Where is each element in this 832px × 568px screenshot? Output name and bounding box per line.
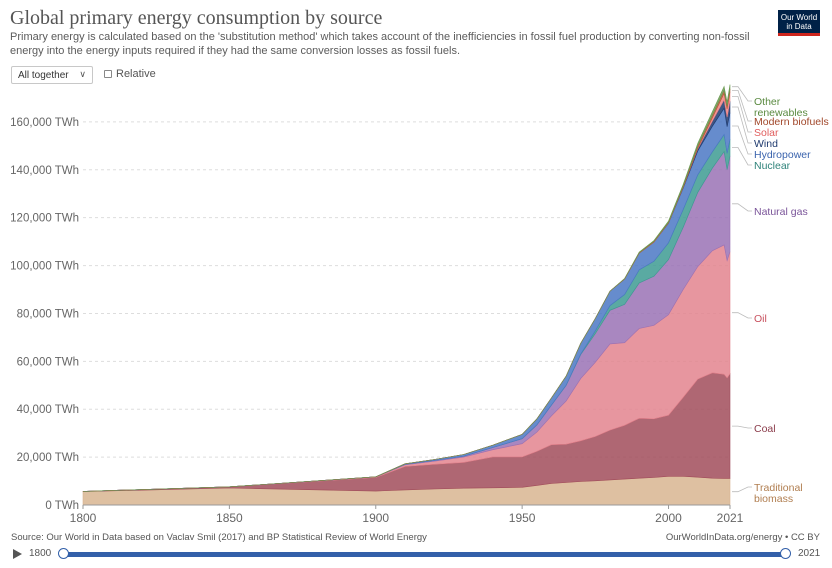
chart-title: Global primary energy consumption by sou… <box>10 7 383 29</box>
legend-connector <box>732 203 752 212</box>
stacked-area-chart: 0 TWh 20,000 TWh 40,000 TWh 60,000 TWh 80,00… <box>10 84 829 525</box>
legend-connector <box>732 312 752 319</box>
timeline-track[interactable] <box>63 552 785 557</box>
y-tick-label: 120,000 TWh <box>10 213 79 225</box>
legend-label-other-renewables: Other renewables <box>754 96 808 119</box>
y-tick-label: 40,000 TWh <box>17 404 79 416</box>
legend-label-nuclear: Nuclear <box>754 160 791 172</box>
timeline-end-handle[interactable] <box>780 548 791 559</box>
license-link[interactable]: OurWorldInData.org/energy • CC BY <box>665 532 820 543</box>
legend-connector <box>732 125 752 155</box>
x-tick-label: 1950 <box>509 511 536 525</box>
y-tick-label: 0 TWh <box>45 500 79 512</box>
legend-label-wind: Wind <box>754 138 778 150</box>
y-tick-label: 160,000 TWh <box>10 117 79 129</box>
play-icon[interactable] <box>13 549 22 559</box>
timeline-end-label: 2021 <box>798 548 821 559</box>
logo-line-1: Our World <box>780 13 818 22</box>
x-tick-label: 1800 <box>70 511 97 525</box>
timeline-start-label: 1800 <box>29 548 52 559</box>
y-tick-label: 140,000 TWh <box>10 165 79 177</box>
y-tick-label: 80,000 TWh <box>17 308 79 320</box>
x-tick-label: 1850 <box>216 511 243 525</box>
legend-label-natural-gas: Natural gas <box>754 206 808 218</box>
relative-checkbox[interactable] <box>104 70 112 78</box>
legend-label-modern-biofuels: Modern biofuels <box>754 116 829 128</box>
legend-connector <box>732 90 752 122</box>
legend-label-hydropower: Hydropower <box>754 149 811 161</box>
x-tick-label: 2000 <box>655 511 682 525</box>
legend-connector <box>732 96 752 133</box>
stack-mode-select[interactable]: All together ∨ <box>11 66 93 84</box>
x-tick-label: 2021 <box>717 511 744 525</box>
owid-logo[interactable]: Our World in Data <box>778 10 820 36</box>
y-tick-label: 60,000 TWh <box>17 356 79 368</box>
relative-label[interactable]: Relative <box>116 68 156 80</box>
chart-subtitle: Primary energy is calculated based on th… <box>10 31 750 57</box>
area-other-renewables <box>82 84 731 492</box>
legend-connector <box>732 106 752 144</box>
y-tick-label: 100,000 TWh <box>10 261 79 273</box>
timeline: 1800 2021 <box>0 546 832 564</box>
legend-connector <box>732 425 752 429</box>
timeline-start-handle[interactable] <box>58 548 69 559</box>
source-note: Source: Our World in Data based on Vacla… <box>11 532 427 543</box>
legend-label-coal: Coal <box>754 423 776 435</box>
legend-label-traditional-biomass: Traditional biomass <box>754 482 803 505</box>
stack-mode-value: All together <box>18 70 69 81</box>
legend-label-oil: Oil <box>754 313 767 325</box>
logo-line-2: in Data <box>786 22 812 31</box>
legend-connector <box>732 486 752 493</box>
logo-accent-bar <box>778 33 820 36</box>
y-tick-label: 20,000 TWh <box>17 452 79 464</box>
x-tick-label: 1900 <box>362 511 389 525</box>
chevron-down-icon: ∨ <box>79 69 86 79</box>
legend-connector <box>732 147 752 166</box>
legend-label-solar: Solar <box>754 127 779 139</box>
legend-connector <box>732 86 752 102</box>
